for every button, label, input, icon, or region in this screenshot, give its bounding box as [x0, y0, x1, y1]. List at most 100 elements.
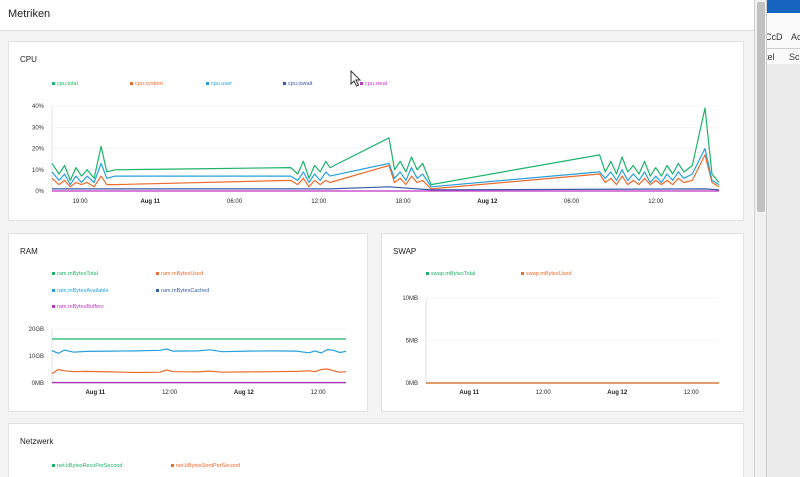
- mouse-cursor-icon: [350, 70, 362, 87]
- x-tick-label: 12:00: [536, 390, 552, 396]
- legend-label: cpu.total: [57, 81, 78, 87]
- x-tick-label: 19:00: [73, 199, 89, 205]
- metrics-dialog: Metriken CPU cpu.total cpu.system cpu.us…: [0, 0, 754, 477]
- network-legend-item[interactable]: net.kBytesRecvPerSecond: [52, 463, 122, 469]
- background-application: CcD Ac tel Sch: [766, 0, 800, 477]
- background-sub-tab[interactable]: Sch: [789, 52, 800, 62]
- swap-legend-item[interactable]: swap.mBytesUsed: [521, 271, 572, 277]
- scrollbar-thumb[interactable]: [757, 2, 765, 212]
- legend-swatch-icon: [156, 289, 159, 293]
- background-divider: [767, 48, 800, 49]
- legend-swatch-icon: [206, 82, 209, 86]
- x-tick-label: 12:00: [648, 199, 664, 205]
- background-sub-tab[interactable]: tel: [767, 52, 775, 62]
- cpu-legend-item[interactable]: cpu.total: [52, 81, 78, 87]
- legend-label: cpu.system: [135, 81, 163, 87]
- y-tick-label: 10MB: [402, 296, 418, 302]
- legend-label: ram.mBytesBuffers: [57, 304, 104, 310]
- legend-swatch-icon: [283, 82, 286, 86]
- legend-label: cpu.steal: [365, 81, 388, 87]
- y-tick-label: 0MB: [32, 381, 44, 387]
- legend-label: ram.mBytesCached: [161, 288, 210, 294]
- y-tick-label: 10GB: [29, 354, 44, 360]
- legend-swatch-icon: [171, 464, 174, 468]
- swap-card: SWAP swap.mBytesTotal swap.mBytesUsed 0M…: [381, 233, 744, 412]
- x-tick-label: Aug 11: [140, 199, 160, 205]
- background-tab[interactable]: Ac: [791, 32, 800, 42]
- series-line-cpu-user[interactable]: [51, 147, 720, 188]
- x-tick-label: Aug 11: [459, 390, 479, 396]
- legend-swatch-icon: [52, 272, 55, 276]
- series-line-cpu-system[interactable]: [51, 154, 720, 190]
- legend-label: cpu.iowait: [288, 81, 313, 87]
- ram-chart: 0MB 10GB 20GB Aug 11 12:00 Aug 12 12:00: [29, 327, 347, 396]
- legend-swatch-icon: [360, 82, 363, 86]
- legend-swatch-icon: [52, 305, 55, 309]
- ram-card-title: RAM: [20, 247, 38, 256]
- ram-legend-item[interactable]: ram.mBytesTotal: [52, 271, 98, 277]
- legend-label: net.kBytesRecvPerSecond: [57, 463, 123, 469]
- x-tick-label: Aug 12: [607, 390, 628, 396]
- legend-label: ram.mBytesAvailable: [57, 288, 109, 294]
- legend-swatch-icon: [426, 272, 429, 276]
- ram-legend-item[interactable]: ram.mBytesUsed: [156, 271, 203, 277]
- background-app-topbar: [767, 0, 800, 13]
- x-tick-label: 06:00: [227, 199, 243, 205]
- x-tick-label: 12:00: [684, 390, 700, 396]
- legend-label: cpu.user: [211, 81, 233, 87]
- swap-chart: 0MB 5MB 10MB Aug 11 12:00 Aug 12 12:00: [402, 296, 719, 396]
- cpu-legend-item[interactable]: cpu.steal: [360, 81, 387, 87]
- dialog-scrollbar[interactable]: [754, 0, 767, 477]
- legend-swatch-icon: [52, 289, 55, 293]
- x-tick-label: 12:00: [311, 390, 327, 396]
- y-tick-label: 30%: [32, 125, 45, 131]
- cpu-legend-item[interactable]: cpu.system: [130, 81, 163, 87]
- ram-legend-item[interactable]: ram.mBytesAvailable: [52, 288, 109, 294]
- swap-legend-item[interactable]: swap.mBytesTotal: [426, 271, 475, 277]
- series-line-ram-mBytesUsed[interactable]: [51, 368, 347, 375]
- x-tick-label: Aug 12: [477, 199, 498, 205]
- cpu-card: CPU cpu.total cpu.system cpu.user cpu.io…: [8, 41, 744, 221]
- x-tick-label: 06:00: [564, 199, 580, 205]
- legend-swatch-icon: [156, 272, 159, 276]
- background-tab[interactable]: CcD: [766, 32, 783, 42]
- legend-swatch-icon: [52, 82, 55, 86]
- series-line-ram-mBytesAvailable[interactable]: [51, 348, 347, 354]
- x-tick-label: 18:00: [396, 199, 412, 205]
- x-tick-label: Aug 12: [234, 390, 255, 396]
- y-tick-label: 10%: [32, 168, 45, 174]
- network-legend-item[interactable]: net.kBytesSentPerSecond: [171, 463, 240, 469]
- legend-label: swap.mBytesTotal: [431, 271, 476, 277]
- swap-card-title: SWAP: [393, 247, 417, 256]
- background-panel: [767, 64, 800, 477]
- cpu-legend-item[interactable]: cpu.user: [206, 81, 232, 87]
- legend-label: ram.mBytesTotal: [57, 271, 98, 277]
- x-tick-label: 12:00: [311, 199, 327, 205]
- legend-label: net.kBytesSentPerSecond: [176, 463, 241, 469]
- network-card: Netzwerk net.kBytesRecvPerSecond net.kBy…: [8, 423, 744, 477]
- y-tick-label: 0%: [35, 189, 44, 195]
- y-tick-label: 20GB: [29, 327, 44, 333]
- legend-swatch-icon: [521, 272, 524, 276]
- x-tick-label: Aug 11: [85, 390, 105, 396]
- series-line-cpu-iowait[interactable]: [52, 186, 720, 191]
- ram-legend-item[interactable]: ram.mBytesBuffers: [52, 304, 104, 310]
- legend-swatch-icon: [52, 464, 55, 468]
- x-tick-label: 12:00: [162, 390, 178, 396]
- ram-card: RAM ram.mBytesTotal ram.mBytesUsed ram.m…: [8, 233, 368, 412]
- ram-legend-item[interactable]: ram.mBytesCached: [156, 288, 209, 294]
- legend-swatch-icon: [130, 82, 133, 86]
- y-tick-label: 5MB: [406, 339, 418, 345]
- cpu-card-title: CPU: [20, 55, 37, 64]
- cpu-legend-item[interactable]: cpu.iowait: [283, 81, 312, 87]
- cpu-chart: 0% 10% 20% 30% 40% 19:00 Aug 11 06:00 12:00 18:00…: [32, 104, 720, 205]
- network-card-title: Netzwerk: [20, 437, 54, 446]
- legend-label: ram.mBytesUsed: [161, 271, 204, 277]
- dialog-title-bar: Metriken: [0, 0, 754, 31]
- legend-label: swap.mBytesUsed: [526, 271, 572, 277]
- y-tick-label: 40%: [32, 104, 45, 110]
- dialog-title: Metriken: [8, 8, 51, 20]
- y-tick-label: 20%: [32, 147, 45, 153]
- y-tick-label: 0MB: [406, 381, 418, 387]
- series-line-cpu-total[interactable]: [51, 107, 720, 186]
